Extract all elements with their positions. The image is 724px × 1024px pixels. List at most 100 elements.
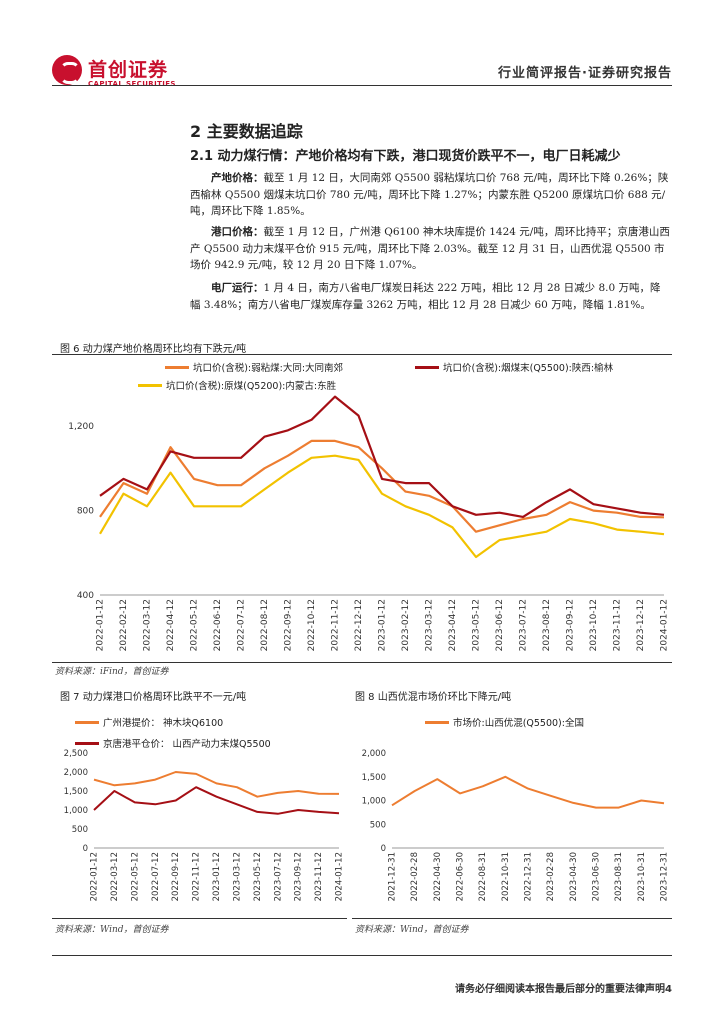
fig8-title: 图 8 山西优混市场价环比下降元/吨 — [355, 692, 512, 703]
footer-divider — [52, 955, 672, 956]
paragraph-label: 电厂运行： — [211, 282, 264, 294]
x-tick-label: 2023-11-12 — [613, 599, 623, 651]
x-tick-label: 2022-04-12 — [166, 599, 176, 651]
x-tick-label: 2023-05-12 — [253, 852, 263, 901]
fig7-chart: 0 500 1,000 1,500 2,000 2,500 2022-01-12 2022-0… — [64, 749, 345, 901]
legend-label: 市场价:山西优混(Q5500):全国 — [453, 718, 584, 729]
x-tick-label: 2023-02-12 — [401, 599, 411, 651]
x-tick-label: 2022-06-12 — [213, 599, 223, 651]
y-tick-label: 400 — [77, 591, 94, 601]
x-tick-label: 2023-12-31 — [660, 852, 670, 901]
x-tick-label: 2023-09-12 — [294, 852, 304, 901]
x-tick-label: 2022-11-12 — [192, 852, 202, 901]
series-line-2 — [99, 454, 665, 559]
legend-swatch — [165, 365, 189, 369]
fig8-source: 资料来源：Wind，首创证券 — [355, 925, 469, 935]
legend-swatch — [75, 741, 99, 745]
paragraph-text: 1 月 4 日，南方八省电厂煤炭日耗达 222 万吨，相比 12 月 28 日减… — [190, 282, 661, 311]
legend-swatch — [425, 720, 449, 724]
x-tick-label: 2022-09-12 — [284, 599, 294, 651]
paragraph-port-price: 港口价格：截至 1 月 12 日，广州港 Q6100 神木块库提价 1424 元… — [190, 224, 670, 274]
paragraph-label: 产地价格： — [211, 172, 264, 184]
x-tick-label: 2023-03-12 — [425, 599, 435, 651]
legend-swatch — [415, 365, 439, 369]
y-tick-label: 500 — [72, 825, 88, 835]
legend-label: 京唐港平仓价： 山西产动力末煤Q5500 — [103, 739, 271, 750]
x-tick-label: 2022-12-31 — [524, 852, 534, 901]
x-tick-label: 2022-03-12 — [110, 852, 120, 901]
x-tick-label: 2022-05-12 — [190, 599, 200, 651]
legend-label: 广州港提价： 神木块Q6100 — [103, 718, 224, 729]
subsection-title: 2.1 动力煤行情：产地价格均有下跌，港口现货价跌平不一，电厂日耗减少 — [190, 149, 621, 164]
x-tick-label: 2023-03-12 — [232, 852, 242, 901]
fig8-bottom-divider — [352, 918, 672, 919]
x-tick-label: 2023-01-12 — [378, 599, 388, 651]
paragraph-label: 港口价格： — [211, 226, 264, 238]
x-tick-label: 2023-12-12 — [636, 599, 646, 651]
series-line-0 — [93, 771, 340, 798]
fig8-legend-0: 市场价:山西优混(Q5500):全国 — [425, 715, 584, 729]
report-type: 行业简评报告·证券研究报告 — [498, 66, 672, 81]
x-tick-label: 2022-12-12 — [354, 599, 364, 651]
header-divider — [52, 85, 672, 86]
x-tick-label: 2024-01-12 — [660, 599, 670, 651]
y-tick-label: 2,000 — [64, 768, 88, 778]
x-tick-label: 2023-01-12 — [212, 852, 222, 901]
x-tick-label: 2022-03-12 — [143, 599, 153, 651]
y-tick-label: 1,200 — [68, 422, 94, 432]
y-tick-label: 0 — [381, 844, 386, 854]
legend-label: 坑口价(含税):弱粘煤:大同:大同南郊 — [193, 363, 344, 374]
x-tick-label: 2023-04-30 — [569, 852, 579, 901]
fig7-title: 图 7 动力煤港口价格周环比跌平不一元/吨 — [60, 692, 247, 703]
x-tick-label: 2022-10-12 — [307, 599, 317, 651]
x-tick-label: 2022-02-12 — [119, 599, 129, 651]
fig6-legend-0: 坑口价(含税):弱粘煤:大同:大同南郊 — [165, 360, 343, 374]
paragraph-text: 截至 1 月 12 日，广州港 Q6100 神木块库提价 1424 元/吨，周环… — [190, 226, 670, 271]
x-tick-label: 2023-04-12 — [448, 599, 458, 651]
fig6-chart: 400 800 1,200 2022-01-12 2022-02-12 2022-03-1… — [68, 395, 670, 651]
logo-text: 首创证券 — [88, 59, 169, 81]
fig7-source: 资料来源：Wind，首创证券 — [55, 925, 169, 935]
y-tick-label: 2,000 — [362, 749, 386, 759]
x-tick-label: 2022-10-31 — [501, 852, 511, 901]
x-tick-label: 2022-04-30 — [433, 852, 443, 901]
x-tick-label: 2022-06-30 — [456, 852, 466, 901]
x-tick-label: 2023-06-12 — [495, 599, 505, 651]
x-tick-label: 2022-11-12 — [331, 599, 341, 651]
fig8-chart: 0 500 1,000 1,500 2,000 2021-12-31 2022-02-28 2… — [362, 749, 670, 901]
series-line-1 — [99, 395, 665, 518]
fig7-legend-0: 广州港提价： 神木块Q6100 — [75, 715, 223, 729]
x-tick-label: 2023-11-12 — [314, 852, 324, 901]
x-tick-label: 2022-08-12 — [260, 599, 270, 651]
fig6-title-divider — [52, 354, 672, 355]
x-tick-label: 2023-06-30 — [592, 852, 602, 901]
x-tick-label: 2023-10-12 — [589, 599, 599, 651]
legend-swatch — [75, 720, 99, 724]
y-tick-label: 2,500 — [64, 749, 88, 759]
x-tick-label: 2022-05-12 — [130, 852, 140, 901]
y-tick-label: 0 — [83, 844, 88, 854]
x-tick-label: 2022-01-12 — [90, 852, 100, 901]
paragraph-origin-price: 产地价格：截至 1 月 12 日，大同南郊 Q5500 弱粘煤坑口价 768 元… — [190, 170, 670, 220]
fig6-bottom-divider — [52, 662, 672, 663]
series-line-0 — [99, 439, 665, 533]
x-tick-label: 2022-07-12 — [237, 599, 247, 651]
x-tick-label: 2022-02-28 — [410, 852, 420, 901]
x-tick-label: 2023-09-12 — [566, 599, 576, 651]
x-tick-label: 2021-12-31 — [388, 852, 398, 901]
logo-icon — [52, 55, 82, 85]
fig6-legend-1: 坑口价(含税):烟煤末(Q5500):陕西:榆林 — [415, 360, 613, 374]
x-tick-label: 2023-02-28 — [546, 852, 556, 901]
logo-subtext: CAPITAL SECURITIES — [88, 80, 176, 88]
x-tick-label: 2023-08-31 — [614, 852, 624, 901]
paragraph-power-plant: 电厂运行：1 月 4 日，南方八省电厂煤炭日耗达 222 万吨，相比 12 月 … — [190, 280, 670, 313]
y-tick-label: 500 — [370, 820, 386, 830]
x-tick-label: 2024-01-12 — [335, 852, 345, 901]
footer-disclaimer: 请务必仔细阅读本报告最后部分的重要法律声明4 — [455, 984, 672, 995]
y-tick-label: 1,000 — [362, 797, 386, 807]
legend-swatch — [138, 383, 162, 387]
series-line-1 — [93, 786, 340, 815]
section-title: 2 主要数据追踪 — [190, 122, 303, 141]
legend-label: 坑口价(含税):烟煤末(Q5500):陕西:榆林 — [443, 363, 614, 374]
y-tick-label: 1,000 — [64, 806, 88, 816]
